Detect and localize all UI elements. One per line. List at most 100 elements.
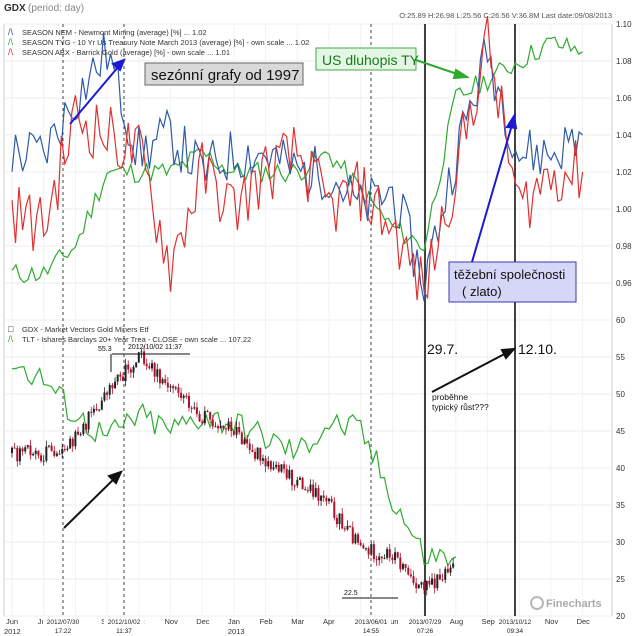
gdx-candle-body (238, 426, 241, 433)
season-nem-line (11, 32, 583, 302)
gdx-candle-body (121, 376, 124, 381)
gdx-candle-body (275, 464, 278, 468)
gdx-candle-body (161, 379, 164, 384)
gdx-candle-body (58, 453, 61, 455)
gdx-candle-body (230, 421, 233, 432)
arrow-season-peak (69, 59, 125, 125)
date-marker-time: 07:26 (417, 628, 434, 635)
gdx-candle-body (391, 557, 394, 561)
gdx-candle-body (47, 445, 50, 447)
gdx-candle-body (433, 578, 436, 589)
gdx-candle-body (449, 567, 452, 573)
gdx-candle-body (169, 386, 172, 388)
gdx-candle-body (55, 453, 58, 456)
gdx-candle-body (370, 544, 373, 555)
gdx-candle-body (92, 408, 95, 413)
gdx-candle-body (187, 395, 190, 408)
gdx-candle-body (151, 363, 154, 369)
date-marker-bg (405, 617, 445, 635)
gdx-candle-body (357, 534, 360, 543)
gdx-candle-body (29, 445, 32, 456)
gdx-candle-body (71, 438, 74, 447)
gdx-candle-body (235, 426, 238, 435)
gdx-candle-body (87, 411, 90, 430)
arrow-miners-head (505, 113, 518, 130)
gdx-candle-body (164, 379, 167, 383)
gdx-candle-body (119, 374, 122, 377)
gdx-candle-body (24, 447, 27, 452)
y-tick-bottom: 60 (616, 316, 625, 325)
y-tick-top: 0.96 (616, 279, 632, 288)
y-tick-top: 1.00 (616, 205, 632, 214)
arrow-miners (471, 117, 515, 263)
gdx-candle-body (61, 449, 64, 454)
x-tick-label: Aug (450, 617, 463, 626)
gdx-candle-body (50, 445, 53, 451)
gdx-candle-body (446, 568, 449, 573)
gdx-candle-body (16, 447, 19, 462)
gdx-candle-body (306, 490, 309, 492)
gdx-candle-body (206, 411, 209, 413)
gdx-candle-body (304, 488, 307, 491)
legend-nem-marker: /\ (8, 27, 14, 37)
gdx-candle-body (217, 426, 220, 429)
date-marker-date: 2013/10/12 (499, 619, 532, 626)
gdx-candle-body (224, 428, 227, 430)
finecharts-logo-icon (530, 596, 544, 610)
legend-nem: SEASON NEM - Newmont Mining (average) [%… (22, 28, 207, 37)
gdx-candle-body (354, 534, 357, 544)
y-tick-top: 1.08 (616, 57, 632, 66)
x-tick-label: Jun (6, 617, 18, 626)
arrow-us-bond-head (452, 68, 471, 80)
y-tick-bottom: 35 (616, 501, 625, 510)
x-tick-label: Jul (38, 617, 48, 626)
arrow-growth-head (500, 347, 517, 360)
gdx-candle-body (190, 407, 193, 409)
gdx-candle-body (423, 582, 426, 591)
gdx-candle-body (185, 395, 188, 397)
gdx-candle-body (388, 549, 391, 558)
gdx-candle-body (195, 407, 198, 414)
season-abx-line (11, 15, 584, 301)
gdx-candle-body (444, 568, 447, 580)
gdx-candle-body (21, 448, 24, 452)
gdx-candle-body (272, 467, 275, 470)
gdx-candle-body (264, 458, 267, 467)
gdx-candle-body (269, 461, 272, 470)
gdx-candle-body (177, 387, 180, 393)
gdx-candle-body (277, 464, 280, 472)
gdx-candle-body (90, 411, 93, 413)
gdx-candle-body (296, 479, 299, 486)
gdx-candles (11, 345, 455, 596)
gdx-candle-body (309, 484, 312, 491)
x-year-label: 2013 (228, 627, 245, 636)
gdx-candle-body (211, 419, 214, 427)
gdx-candle-body (198, 413, 201, 422)
gdx-candle-body (251, 449, 254, 452)
chart-header-ohlc: O:25.89 H:26.98 L:25.56 C:26.56 V:36.8M … (399, 11, 612, 20)
gdx-candle-body (77, 431, 80, 435)
date-marker-bg (495, 617, 535, 635)
gdx-candle-body (383, 557, 386, 559)
gdx-candle-body (240, 432, 243, 445)
gdx-candle-body (346, 525, 349, 530)
legend-abx-marker: /\ (8, 47, 14, 57)
gdx-candle-body (132, 367, 135, 373)
gdx-candle-body (116, 374, 119, 382)
gdx-candle-body (219, 425, 222, 429)
gdx-candle-body (166, 382, 169, 388)
y-tick-bottom: 30 (616, 538, 625, 547)
gdx-candle-body (84, 423, 87, 430)
legend-tlt-marker: /\ (8, 334, 14, 344)
gdx-candle-body (95, 408, 98, 411)
date-marker-date: 2012/10/02 (108, 619, 141, 626)
y-tick-bottom: 40 (616, 464, 625, 473)
gdx-candle-body (129, 369, 132, 373)
gdx-candle-body (13, 447, 16, 449)
arrow-gdx-rise-head (107, 470, 123, 485)
gdx-candle-body (98, 409, 101, 411)
gdx-candle-body (283, 464, 286, 469)
gdx-candle-body (330, 498, 333, 502)
gdx-candle-body (174, 387, 177, 389)
